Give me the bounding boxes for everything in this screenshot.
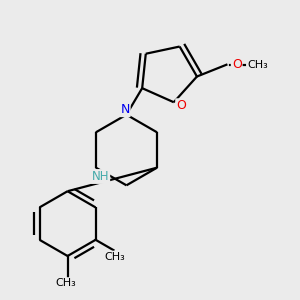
Text: O: O: [232, 58, 242, 71]
Text: CH₃: CH₃: [56, 278, 76, 288]
Text: NH: NH: [92, 170, 109, 183]
Text: CH₃: CH₃: [104, 252, 125, 262]
Text: CH₃: CH₃: [247, 60, 268, 70]
Text: N: N: [120, 103, 130, 116]
Text: O: O: [176, 99, 186, 112]
